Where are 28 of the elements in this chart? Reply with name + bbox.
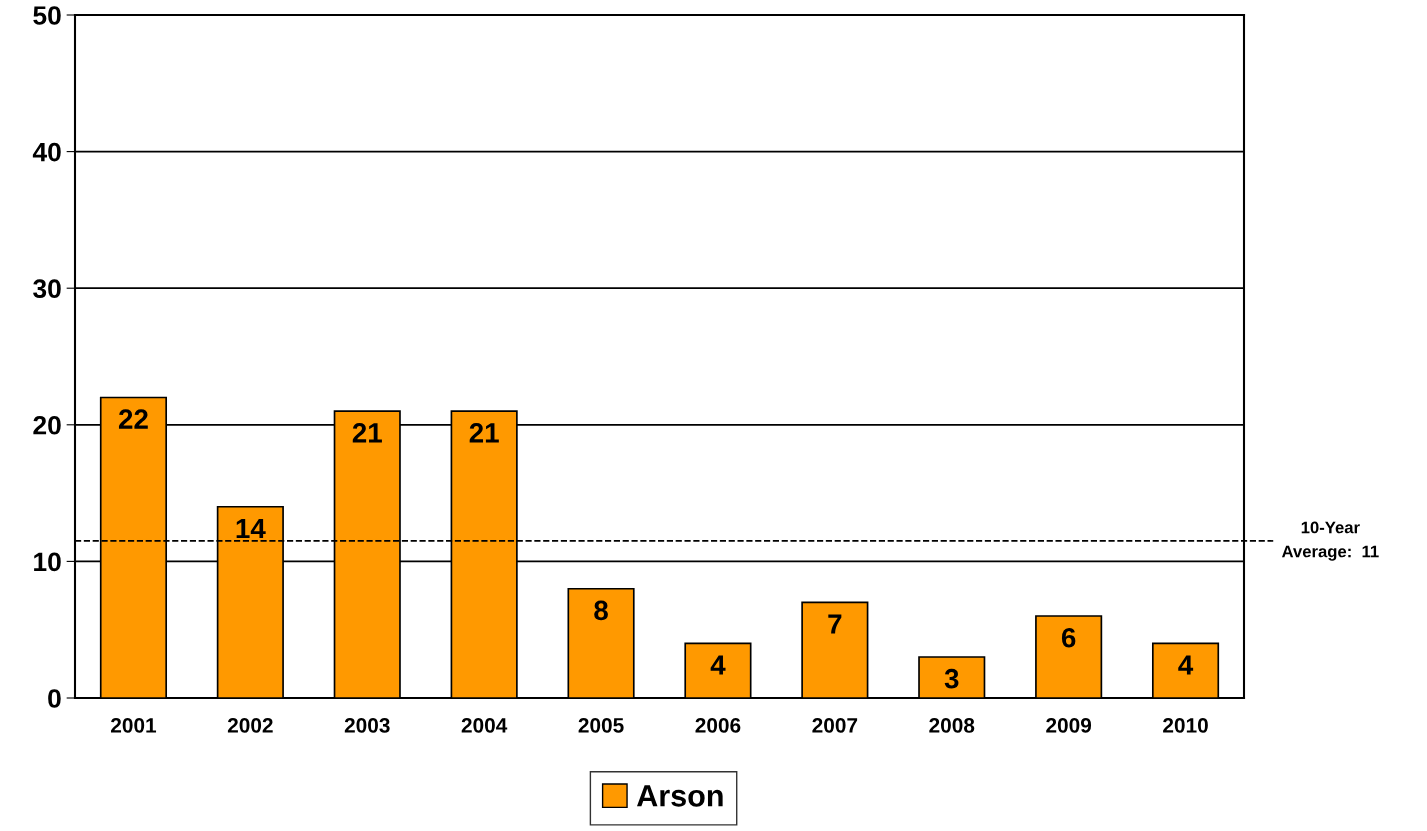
data-label: 3: [944, 668, 959, 689]
x-tick-label: 2003: [344, 717, 390, 733]
y-tick-label: 10: [34, 552, 61, 572]
x-tick-label: 2007: [812, 717, 858, 733]
y-tick-label: 20: [33, 415, 61, 435]
x-tick-label: 2010: [1163, 717, 1208, 733]
data-label: 7: [828, 614, 842, 634]
x-tick-label: 2004: [461, 717, 508, 733]
x-tick-label: 2008: [929, 717, 975, 733]
data-label: 14: [236, 518, 266, 538]
y-tick-label: 30: [33, 279, 61, 299]
legend-label: Arson: [636, 785, 723, 807]
y-tick-label: 0: [48, 689, 61, 708]
x-tick-label: 2009: [1046, 717, 1092, 733]
data-label: 4: [1178, 655, 1194, 675]
data-label: 22: [118, 409, 148, 429]
y-tick-label: 50: [33, 6, 61, 25]
data-label: 6: [1061, 627, 1076, 648]
y-tick-label: 40: [32, 142, 61, 162]
data-label: 8: [594, 600, 608, 621]
data-label: 21: [352, 422, 382, 443]
x-tick-label: 2006: [695, 717, 741, 733]
x-tick-label: 2002: [227, 717, 273, 733]
data-label: 21: [469, 422, 499, 443]
data-label: 4: [710, 655, 726, 675]
x-tick-label: 2005: [578, 717, 624, 733]
ref-line-label: 10-Year Average: 11: [1281, 521, 1379, 561]
x-tick-label: 2001: [111, 717, 157, 733]
